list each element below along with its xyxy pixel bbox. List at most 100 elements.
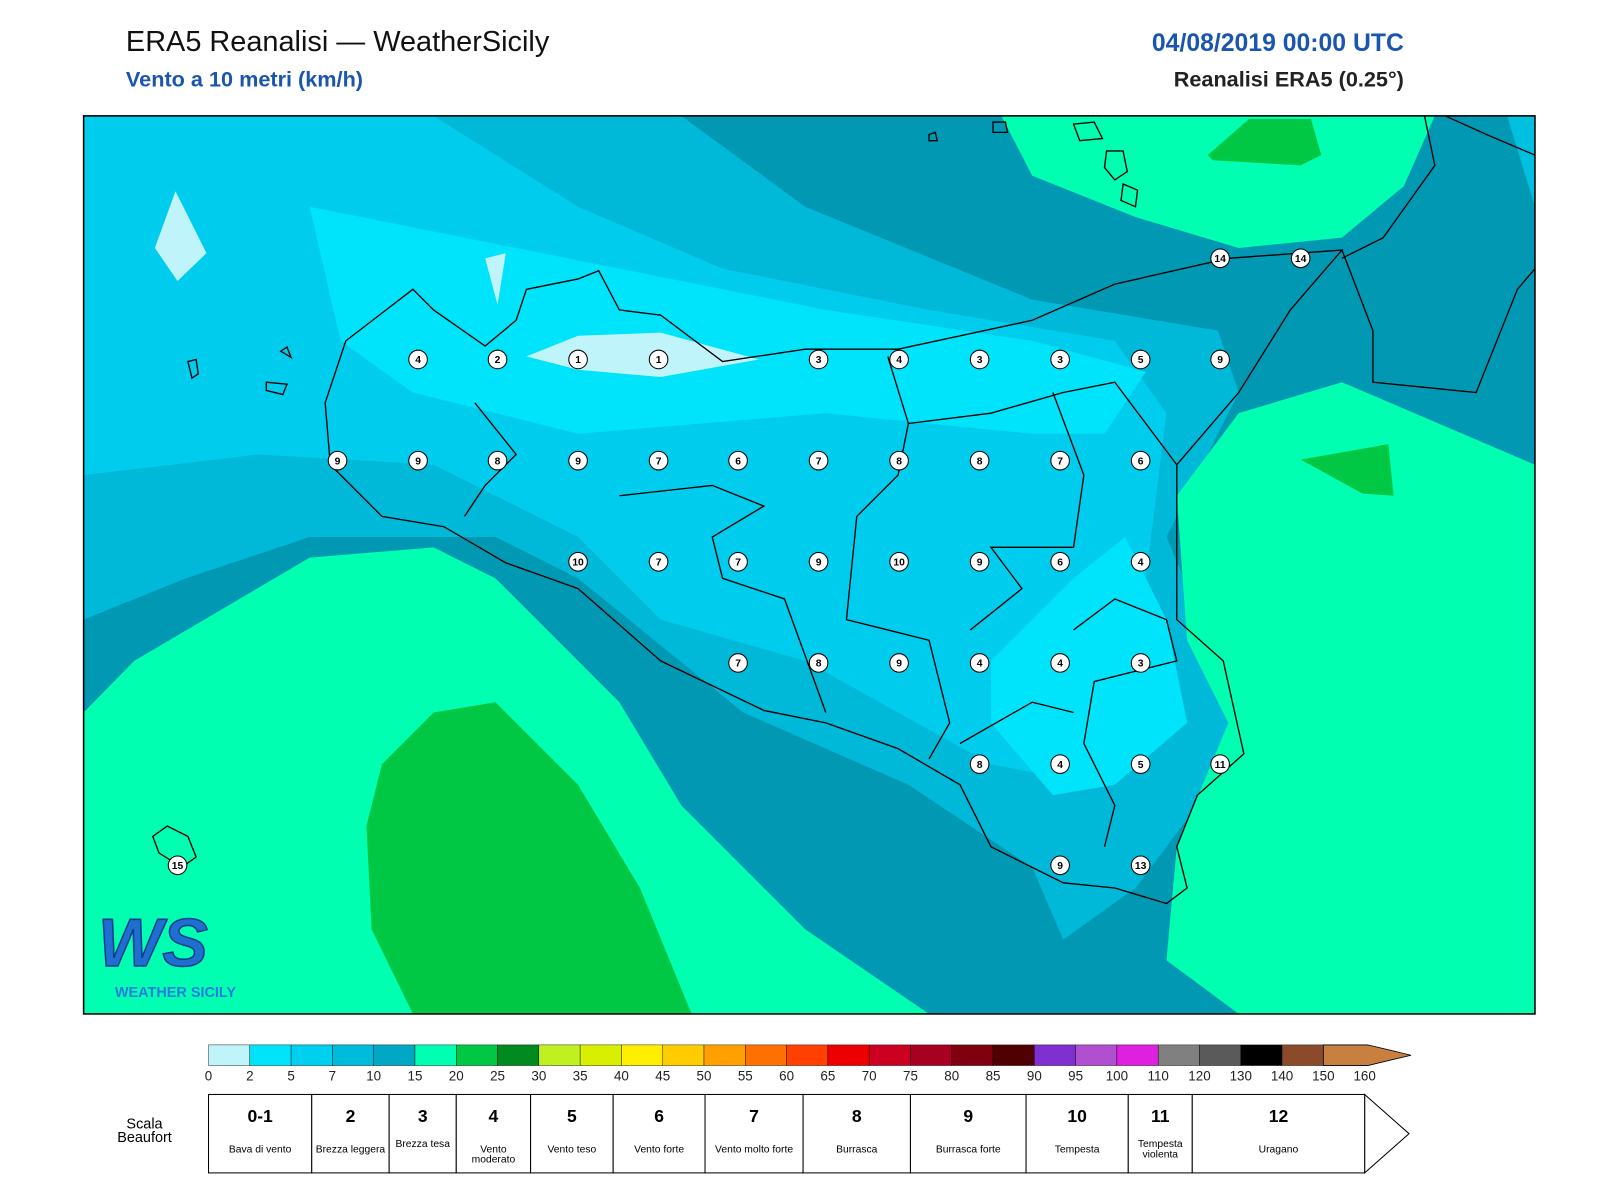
station-marker [1130,552,1151,572]
beaufort-description-text: Vento forte [634,1144,685,1156]
station: 6 [1050,552,1070,572]
station: 4 [889,349,909,370]
field [309,206,1146,434]
beaufort-description: Uragano [1259,1145,1299,1155]
beaufort-box [530,1093,614,1174]
beaufort-arrow [1364,1093,1410,1175]
station-value: 8 [495,456,501,467]
station-marker [1050,754,1070,774]
station-value: 14 [1214,254,1226,265]
field [1300,444,1394,496]
station-marker [969,450,990,471]
source: Reanalisi ERA5 (0.25°) [1174,66,1404,91]
colorbar-segment [579,1044,622,1066]
station-marker [1210,349,1230,370]
station-value: 9 [1057,861,1063,872]
beaufort-box [388,1093,457,1174]
colorbar-segment [332,1044,374,1066]
station-value: 4 [1138,558,1144,569]
colorbar-segment [745,1044,787,1066]
station: 14 [1210,248,1230,269]
colorbar-segment [786,1044,829,1066]
beaufort-force: 12 [1269,1106,1289,1126]
station-value: 3 [816,355,822,366]
station: 7 [808,450,829,471]
beaufort-box [208,1093,313,1174]
station-marker [408,349,428,370]
province-border [619,484,827,713]
stations: 4 2 1 1 3 4 3 3 5 99 9 8 9 7 6 7 8 8 7 610 7 7 9 10 9 6 47 8 9 4 4 38 4 5… [167,248,1311,876]
station-value: 3 [1138,659,1144,670]
station-value: 9 [575,456,581,467]
beaufort-force: 6 [654,1106,664,1126]
beaufort-description: Vento molto forte [715,1145,793,1155]
station-marker [728,450,748,471]
colorbar-tick-label: 45 [655,1068,670,1083]
beaufort-force: 2 [346,1106,356,1126]
station-value: 14 [1295,254,1307,265]
station-marker [808,552,829,572]
colorbar-tick-label: 65 [820,1068,835,1083]
station-value: 1 [656,355,662,366]
station: 2 [487,349,508,370]
beaufort-scale: Scala Beaufort 0-1 Bava di vento 2 Brezza le… [117,1093,1410,1175]
beaufort-description-text: Vento teso [547,1144,597,1156]
beaufort-description-text: Brezza leggera [315,1144,386,1156]
colorbar-segment [621,1044,663,1066]
station: 7 [648,552,669,572]
station-marker [487,349,508,370]
colorbar-tick-label: 150 [1312,1068,1334,1083]
colorbar-segment [992,1044,1035,1066]
colorbar-tick-label: 70 [862,1068,877,1083]
colorbar-tick-label: 100 [1106,1068,1128,1083]
beaufort-description-text: Brezza tesa [395,1139,450,1151]
station-value: 5 [1138,355,1144,366]
beaufort-description: Vento moderato [472,1145,516,1166]
station: 1 [648,349,669,370]
station-value: 7 [656,456,662,467]
colorbar-tick-label: 2 [246,1068,253,1083]
colorbar-tick-label: 40 [614,1068,629,1083]
station-marker [1050,552,1070,572]
colorbar-segment [868,1044,911,1066]
station-marker [1210,248,1230,269]
station-value: 8 [977,456,983,467]
beaufort-label: Scala Beaufort [117,1117,172,1144]
station: 3 [969,349,990,370]
calabria-coast [1341,115,1436,259]
beaufort-force: 7 [749,1106,759,1126]
station-marker [969,754,990,774]
colorbar-segment [1116,1044,1159,1066]
station: 11 [1210,754,1230,774]
station: 4 [1130,552,1151,572]
station: 9 [808,552,829,572]
beaufort-force: 8 [852,1106,862,1126]
station-marker [1210,754,1230,774]
colorbar-tick-label: 25 [490,1068,505,1083]
station: 5 [1130,349,1151,370]
station-marker [1130,653,1151,673]
colorbar-segment [703,1044,746,1066]
station-value: 4 [1057,760,1063,771]
station: 13 [1130,855,1151,876]
station-marker [167,855,188,876]
beaufort-description-text: Tempesta [1054,1144,1100,1156]
station-value: 6 [1057,558,1063,569]
station: 7 [728,552,748,572]
station: 7 [1050,450,1070,471]
beaufort-description: Bava di vento [229,1145,292,1155]
station-value: 13 [1135,861,1147,872]
map-frame [82,115,1536,1015]
station-marker [568,450,588,471]
colorbar-tick-label: 15 [408,1068,423,1083]
station-value: 7 [816,456,822,467]
station-value: 5 [1138,760,1144,771]
calabria-coast [1341,249,1535,394]
beaufort-description: Vento teso [547,1144,597,1156]
station: 10 [889,552,909,572]
beaufort-description: Brezza leggera [315,1144,386,1156]
colorbar-segment [538,1044,581,1066]
station-marker [808,450,829,471]
province-border [969,392,1085,631]
station-value: 9 [335,456,341,467]
